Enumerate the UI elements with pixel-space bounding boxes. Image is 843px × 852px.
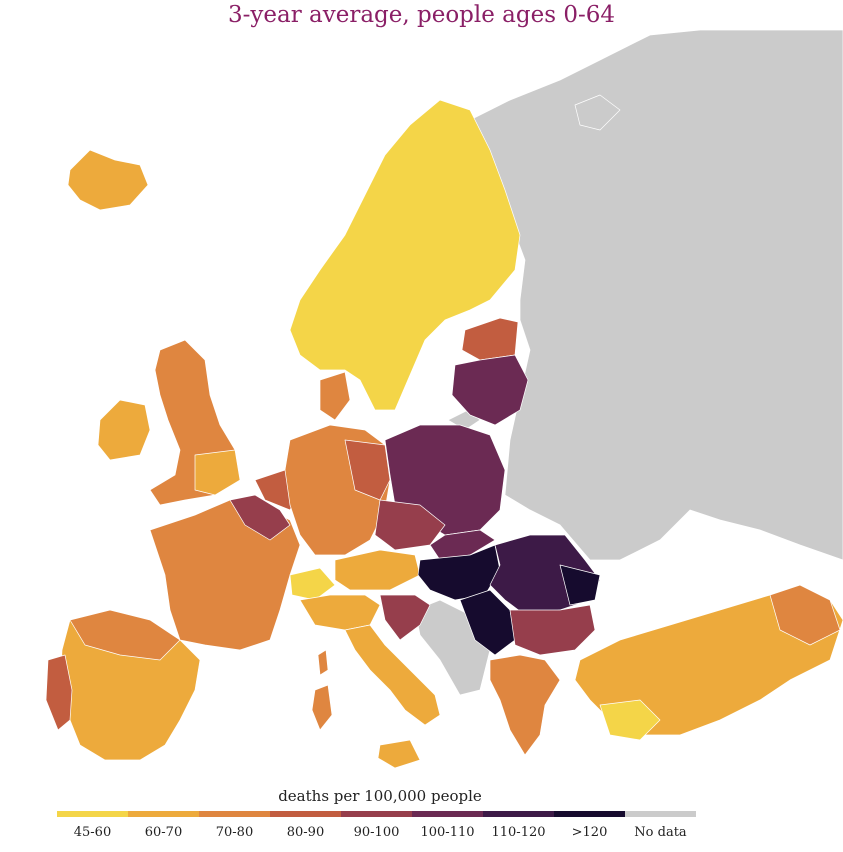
region-croatia — [379, 594, 431, 641]
legend-label: 45-60 — [73, 825, 112, 840]
legend-swatch — [554, 811, 625, 817]
region-italy — [344, 624, 441, 726]
region-corsica — [317, 649, 329, 676]
region-north-spain — [69, 609, 181, 661]
region-denmark — [319, 371, 351, 421]
legend-swatch — [128, 811, 199, 817]
legend-item: 100-110 — [412, 811, 483, 840]
legend-swatch — [270, 811, 341, 817]
region-switzerland — [289, 567, 336, 601]
legend-swatch — [412, 811, 483, 817]
legend-label: 60-70 — [144, 825, 183, 840]
region-turkey-west — [599, 699, 661, 741]
legend-label: 110-120 — [491, 825, 546, 840]
legend-item: 45-60 — [57, 811, 128, 840]
legend-item: 60-70 — [128, 811, 199, 840]
legend-swatch — [483, 811, 554, 817]
region-north-italy — [299, 594, 381, 631]
legend-swatch — [625, 811, 696, 817]
region-turkey-northeast — [769, 584, 841, 646]
region-scandinavia — [289, 99, 521, 411]
region-southeast-england — [194, 449, 241, 496]
region-greece — [489, 654, 561, 756]
region-ireland — [97, 399, 151, 461]
legend-label: 80-90 — [286, 825, 325, 840]
legend-item: 70-80 — [199, 811, 270, 840]
legend-swatch — [199, 811, 270, 817]
region-iceland — [67, 149, 149, 211]
legend-label: 100-110 — [420, 825, 475, 840]
region-latvia-lithuania — [451, 354, 529, 426]
legend-swatch — [341, 811, 412, 817]
region-sicily — [377, 739, 421, 769]
region-portugal — [45, 654, 73, 731]
region-estonia — [461, 317, 519, 361]
legend-item: 80-90 — [270, 811, 341, 840]
region-romania-east — [559, 564, 601, 606]
legend-label: 70-80 — [215, 825, 254, 840]
legend-item: 90-100 — [341, 811, 412, 840]
legend-label: >120 — [571, 825, 608, 840]
region-sardinia — [311, 684, 333, 731]
region-no-data-kola — [574, 94, 621, 131]
region-east-germany — [344, 439, 391, 501]
region-bulgaria — [509, 604, 596, 656]
region-north-france — [229, 494, 291, 541]
legend-item: No data — [625, 811, 696, 840]
europe-choropleth-map — [0, 28, 843, 783]
legend-item: 110-120 — [483, 811, 554, 840]
legend-item: >120 — [554, 811, 625, 840]
legend-title: deaths per 100,000 people — [278, 787, 482, 805]
legend-label: No data — [634, 825, 687, 840]
region-no-data-east — [469, 29, 843, 561]
region-austria — [334, 549, 421, 591]
legend-label: 90-100 — [353, 825, 400, 840]
chart-title: 3-year average, people ages 0-64 — [227, 2, 616, 28]
legend-swatch — [57, 811, 128, 817]
legend: 45-60 60-70 70-80 80-90 90-100 100-110 1… — [57, 811, 697, 851]
